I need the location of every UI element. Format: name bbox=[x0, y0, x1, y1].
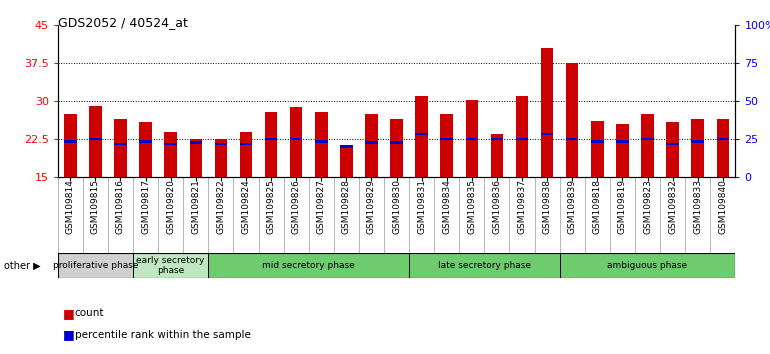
Text: GSM109820: GSM109820 bbox=[166, 179, 176, 234]
Bar bbox=[165, 132, 177, 177]
Bar bbox=[466, 138, 478, 140]
Text: GSM109825: GSM109825 bbox=[266, 179, 276, 234]
Bar bbox=[691, 140, 704, 143]
Bar bbox=[641, 114, 654, 177]
Text: count: count bbox=[75, 308, 104, 318]
Bar bbox=[666, 143, 679, 145]
Bar bbox=[717, 119, 729, 177]
Text: GSM109833: GSM109833 bbox=[693, 179, 702, 234]
Text: GSM109815: GSM109815 bbox=[91, 179, 100, 234]
Bar bbox=[215, 139, 227, 177]
Text: GSM109837: GSM109837 bbox=[517, 179, 527, 234]
Bar bbox=[666, 122, 679, 177]
Bar bbox=[516, 96, 528, 177]
Text: GSM109838: GSM109838 bbox=[543, 179, 551, 234]
Text: GSM109840: GSM109840 bbox=[718, 179, 728, 234]
Bar bbox=[717, 138, 729, 140]
Bar bbox=[340, 145, 353, 148]
Bar bbox=[541, 48, 554, 177]
Text: mid secretory phase: mid secretory phase bbox=[263, 261, 355, 270]
Bar bbox=[265, 112, 277, 177]
Bar bbox=[641, 138, 654, 140]
Bar bbox=[133, 253, 209, 278]
Bar bbox=[541, 133, 554, 135]
Text: other ▶: other ▶ bbox=[4, 261, 41, 270]
Bar bbox=[560, 253, 735, 278]
Bar bbox=[58, 253, 133, 278]
Bar bbox=[440, 138, 453, 140]
Bar bbox=[591, 140, 604, 143]
Bar bbox=[139, 122, 152, 177]
Bar bbox=[209, 253, 409, 278]
Text: GSM109823: GSM109823 bbox=[643, 179, 652, 234]
Text: GSM109834: GSM109834 bbox=[442, 179, 451, 234]
Bar bbox=[215, 143, 227, 145]
Bar bbox=[516, 138, 528, 140]
Text: GSM109824: GSM109824 bbox=[242, 179, 250, 234]
Text: GSM109830: GSM109830 bbox=[392, 179, 401, 234]
Text: GSM109829: GSM109829 bbox=[367, 179, 376, 234]
Bar bbox=[365, 114, 378, 177]
Text: GSM109836: GSM109836 bbox=[493, 179, 501, 234]
Bar bbox=[239, 132, 253, 177]
Text: ■: ■ bbox=[63, 307, 75, 320]
Bar bbox=[189, 139, 202, 177]
Bar bbox=[239, 143, 253, 145]
Text: GSM109822: GSM109822 bbox=[216, 179, 226, 234]
Bar bbox=[189, 141, 202, 144]
Bar bbox=[265, 138, 277, 140]
Text: GSM109819: GSM109819 bbox=[618, 179, 627, 234]
Text: GSM109816: GSM109816 bbox=[116, 179, 125, 234]
Text: GSM109831: GSM109831 bbox=[417, 179, 426, 234]
Bar bbox=[290, 107, 303, 177]
Text: GSM109826: GSM109826 bbox=[292, 179, 300, 234]
Text: GSM109821: GSM109821 bbox=[191, 179, 200, 234]
Bar bbox=[64, 140, 76, 143]
Bar bbox=[114, 119, 127, 177]
Bar bbox=[440, 114, 453, 177]
Bar bbox=[315, 112, 327, 177]
Bar bbox=[315, 140, 327, 143]
Text: GSM109832: GSM109832 bbox=[668, 179, 677, 234]
Text: ambiguous phase: ambiguous phase bbox=[608, 261, 688, 270]
Bar bbox=[691, 119, 704, 177]
Text: GSM109839: GSM109839 bbox=[567, 179, 577, 234]
Bar bbox=[591, 121, 604, 177]
Bar bbox=[390, 119, 403, 177]
Text: proliferative phase: proliferative phase bbox=[52, 261, 138, 270]
Bar bbox=[566, 63, 578, 177]
Bar bbox=[390, 141, 403, 144]
Text: ■: ■ bbox=[63, 328, 75, 341]
Bar bbox=[365, 141, 378, 144]
Bar bbox=[566, 138, 578, 140]
Text: GSM109817: GSM109817 bbox=[141, 179, 150, 234]
Bar bbox=[139, 140, 152, 143]
Text: GSM109835: GSM109835 bbox=[467, 179, 477, 234]
Bar bbox=[114, 143, 127, 145]
Text: GSM109814: GSM109814 bbox=[65, 179, 75, 234]
Bar bbox=[415, 96, 428, 177]
Bar bbox=[64, 114, 76, 177]
Bar bbox=[466, 100, 478, 177]
Bar bbox=[409, 253, 560, 278]
Bar bbox=[340, 145, 353, 177]
Text: late secretory phase: late secretory phase bbox=[438, 261, 531, 270]
Text: GDS2052 / 40524_at: GDS2052 / 40524_at bbox=[58, 16, 188, 29]
Text: percentile rank within the sample: percentile rank within the sample bbox=[75, 330, 250, 339]
Bar bbox=[165, 143, 177, 145]
Text: GSM109818: GSM109818 bbox=[593, 179, 602, 234]
Bar bbox=[490, 134, 504, 177]
Text: GSM109827: GSM109827 bbox=[316, 179, 326, 234]
Text: early secretory
phase: early secretory phase bbox=[136, 256, 205, 275]
Bar bbox=[290, 138, 303, 140]
Bar bbox=[616, 140, 628, 143]
Bar bbox=[89, 138, 102, 140]
Bar bbox=[490, 138, 504, 140]
Bar bbox=[89, 106, 102, 177]
Bar bbox=[616, 124, 628, 177]
Text: GSM109828: GSM109828 bbox=[342, 179, 351, 234]
Bar bbox=[415, 133, 428, 135]
